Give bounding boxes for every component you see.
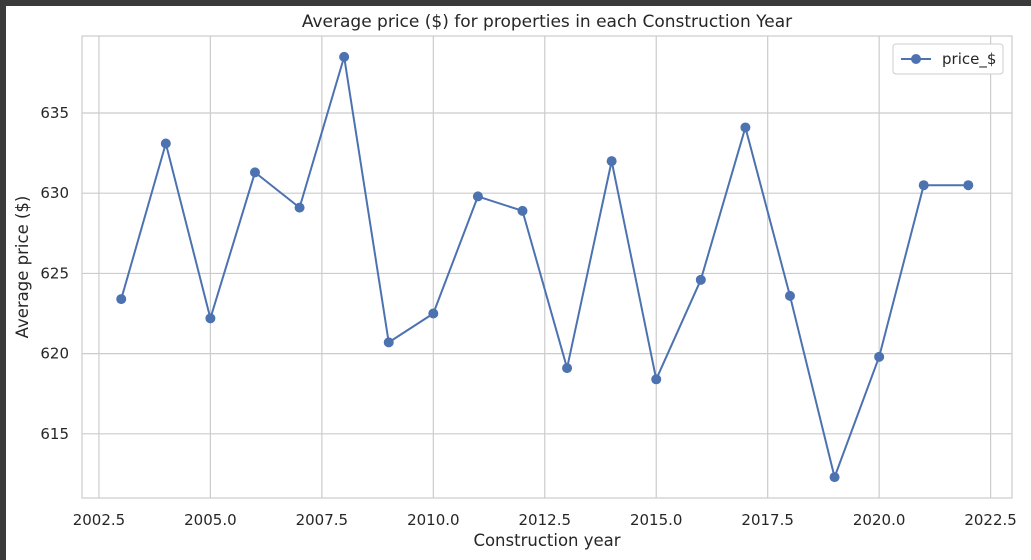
- data-point: [205, 313, 216, 324]
- legend-entry-price: price_$: [942, 50, 996, 69]
- data-point: [249, 167, 260, 178]
- y-tick-label: 625: [40, 264, 69, 282]
- y-axis-label: Average price ($): [13, 196, 32, 339]
- grid: [82, 36, 1012, 498]
- data-point: [963, 180, 974, 191]
- chart-frame: 2002.5 2005.0 2007.5 2010.0 2012.5 2015.0 2017…: [6, 6, 1031, 560]
- x-tick-label: 2007.5: [296, 511, 349, 529]
- data-point: [606, 156, 617, 167]
- plot-border: [81, 35, 1013, 499]
- x-tick-label: 2015.0: [630, 511, 683, 529]
- data-point: [651, 374, 662, 385]
- legend: price_$: [892, 43, 1004, 75]
- data-point: [874, 351, 885, 362]
- data-point: [829, 472, 840, 483]
- data-point: [383, 337, 394, 348]
- x-tick-label: 2002.5: [73, 511, 126, 529]
- x-axis-ticks: 2002.5 2005.0 2007.5 2010.0 2012.5 2015.0 2017…: [73, 511, 1017, 529]
- data-point: [339, 51, 350, 62]
- x-tick-label: 2020.0: [853, 511, 906, 529]
- legend-box: [892, 43, 1004, 75]
- x-tick-label: 2010.0: [407, 511, 460, 529]
- data-point: [517, 205, 528, 216]
- data-point: [918, 180, 929, 191]
- x-axis-label: Construction year: [473, 531, 620, 550]
- data-point: [695, 274, 706, 285]
- data-point: [116, 294, 127, 305]
- data-point: [294, 202, 305, 213]
- series-price: [116, 51, 974, 483]
- data-point: [428, 308, 439, 319]
- x-tick-label: 2017.5: [741, 511, 794, 529]
- data-point: [160, 138, 171, 149]
- y-tick-label: 635: [40, 104, 69, 122]
- data-point: [472, 191, 483, 202]
- series-line: [120, 55, 969, 479]
- y-tick-label: 620: [40, 345, 69, 363]
- legend-marker: [911, 54, 921, 64]
- x-tick-label: 2012.5: [519, 511, 572, 529]
- x-tick-label: 2022.5: [964, 511, 1017, 529]
- y-tick-label: 615: [40, 425, 69, 443]
- data-point: [784, 290, 795, 301]
- line-chart: 2002.5 2005.0 2007.5 2010.0 2012.5 2015.0 2017…: [13, 12, 1017, 550]
- y-axis-ticks: 615 620 625 630 635: [40, 104, 69, 443]
- data-point: [562, 363, 573, 374]
- x-tick-label: 2005.0: [184, 511, 237, 529]
- data-point: [740, 122, 751, 133]
- y-tick-label: 630: [40, 184, 69, 202]
- chart-title: Average price ($) for properties in each…: [302, 12, 792, 32]
